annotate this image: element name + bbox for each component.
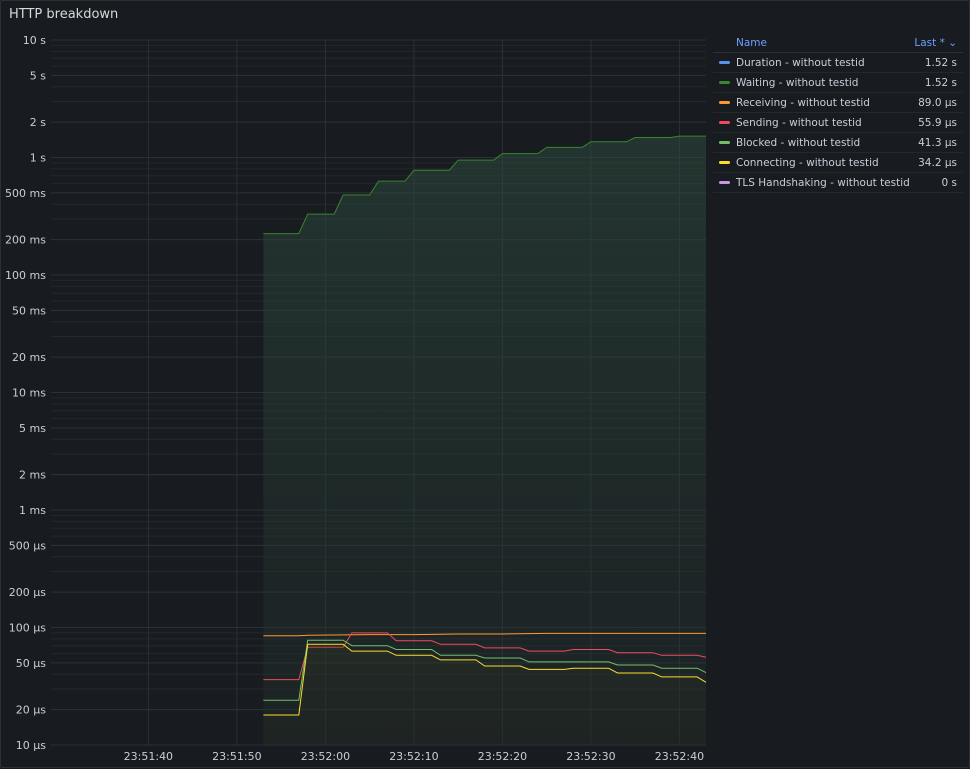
y-tick-label: 200 µs — [9, 586, 46, 599]
series-line — [263, 632, 706, 637]
series-line — [263, 135, 706, 235]
y-tick-label: 100 µs — [9, 622, 46, 635]
legend-item[interactable]: Waiting - without testid 1.52 s — [713, 73, 963, 93]
panel-title[interactable]: HTTP breakdown — [9, 7, 119, 22]
y-tick-label: 50 µs — [16, 657, 46, 670]
legend-color-swatch — [719, 81, 730, 84]
legend-color-swatch — [719, 61, 730, 64]
y-tick-label: 2 s — [30, 116, 46, 129]
y-tick-label: 50 ms — [12, 304, 46, 317]
legend-item-name: Waiting - without testid — [736, 76, 859, 89]
y-tick-label: 10 ms — [12, 387, 46, 400]
legend-item[interactable]: Connecting - without testid 34.2 µs — [713, 153, 963, 173]
y-tick-label: 5 ms — [19, 422, 46, 435]
x-tick-label: 23:52:00 — [301, 750, 350, 763]
y-tick-label: 500 ms — [5, 187, 46, 200]
legend-item-name: Sending - without testid — [736, 116, 862, 129]
legend-color-swatch — [719, 141, 730, 144]
legend-item-value: 1.52 s — [924, 56, 957, 69]
x-tick-label: 23:52:20 — [478, 750, 527, 763]
legend-item-value: 34.2 µs — [918, 156, 957, 169]
legend-item-value: 0 s — [941, 176, 958, 189]
y-tick-label: 500 µs — [9, 539, 46, 552]
series-line — [263, 639, 707, 701]
x-tick-label: 23:51:50 — [212, 750, 261, 763]
legend-rows: Duration - without testid 1.52 s Waiting -… — [713, 53, 963, 193]
series-area-fill — [263, 644, 706, 745]
legend-item-name: Blocked - without testid — [736, 136, 861, 149]
legend-item-value: 1.52 s — [924, 76, 957, 89]
legend-item-value: 41.3 µs — [918, 136, 957, 149]
y-tick-label: 10 µs — [16, 739, 46, 752]
legend-item-name: Duration - without testid — [736, 56, 865, 69]
legend-header-last-sort[interactable]: Last * ⌄ — [914, 37, 957, 49]
series-area-fill — [263, 136, 706, 746]
legend-item[interactable]: Sending - without testid 55.9 µs — [713, 113, 963, 133]
legend-item-name: Connecting - without testid — [736, 156, 879, 169]
legend-item-name: TLS Handshaking - without testid — [736, 176, 910, 189]
x-tick-label: 23:52:30 — [566, 750, 615, 763]
x-tick-label: 23:52:40 — [655, 750, 704, 763]
y-tick-label: 100 ms — [5, 269, 46, 282]
legend-item[interactable]: TLS Handshaking - without testid 0 s — [713, 173, 963, 193]
series-line — [263, 643, 707, 716]
legend-item[interactable]: Blocked - without testid 41.3 µs — [713, 133, 963, 153]
x-tick-label: 23:51:40 — [124, 750, 173, 763]
legend-item[interactable]: Duration - without testid 1.52 s — [713, 53, 963, 73]
y-tick-label: 10 s — [23, 34, 46, 47]
legend-item-value: 89.0 µs — [918, 96, 957, 109]
x-tick-label: 23:52:10 — [389, 750, 438, 763]
legend-color-swatch — [719, 101, 730, 104]
legend-item-name: Receiving - without testid — [736, 96, 870, 109]
legend-header: Name Last * ⌄ — [713, 34, 963, 53]
y-tick-label: 1 s — [30, 152, 46, 165]
y-tick-label: 200 ms — [5, 234, 46, 247]
legend-table: Name Last * ⌄ Duration - without testid 1… — [713, 34, 963, 193]
legend-header-name[interactable]: Name — [736, 37, 767, 49]
legend-item[interactable]: Receiving - without testid 89.0 µs — [713, 93, 963, 113]
legend-color-swatch — [719, 161, 730, 164]
y-tick-label: 2 ms — [19, 469, 46, 482]
legend-item-value: 55.9 µs — [918, 116, 957, 129]
legend-color-swatch — [719, 121, 730, 124]
y-tick-label: 1 ms — [19, 504, 46, 517]
legend-color-swatch — [719, 181, 730, 184]
y-tick-label: 20 ms — [12, 351, 46, 364]
y-tick-label: 5 s — [30, 69, 46, 82]
y-tick-label: 20 µs — [16, 704, 46, 717]
